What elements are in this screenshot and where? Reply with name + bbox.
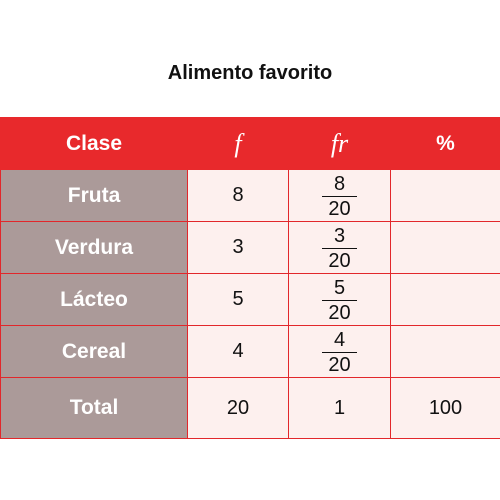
row-label: Verdura	[0, 221, 188, 274]
table-row: Cereal 4 4 20	[0, 325, 500, 378]
fraction-denominator: 20	[322, 195, 357, 219]
total-fr: 1	[288, 377, 391, 439]
header-fr: fr	[288, 117, 391, 170]
cell-f: 5	[187, 273, 289, 326]
fraction-numerator: 3	[333, 224, 346, 247]
cell-f: 8	[187, 169, 289, 222]
fraction-numerator: 8	[333, 172, 346, 195]
total-label: Total	[0, 377, 188, 439]
row-label: Lácteo	[0, 273, 188, 326]
cell-fr: 5 20	[288, 273, 391, 326]
cell-percent	[390, 273, 500, 326]
fraction-denominator: 20	[322, 351, 357, 375]
table-row: Verdura 3 3 20	[0, 221, 500, 274]
row-label: Cereal	[0, 325, 188, 378]
table-row: Fruta 8 8 20	[0, 169, 500, 222]
cell-percent	[390, 325, 500, 378]
fraction: 8 20	[322, 172, 357, 219]
header-percent: %	[390, 117, 500, 170]
fraction: 5 20	[322, 276, 357, 323]
total-row: Total 20 1 100	[0, 377, 500, 439]
total-f: 20	[187, 377, 289, 439]
total-percent: 100	[390, 377, 500, 439]
table-row: Lácteo 5 5 20	[0, 273, 500, 326]
fraction-denominator: 20	[322, 247, 357, 271]
cell-percent	[390, 169, 500, 222]
fraction-numerator: 5	[333, 276, 346, 299]
fraction-numerator: 4	[333, 328, 346, 351]
cell-percent	[390, 221, 500, 274]
header-clase: Clase	[0, 117, 188, 170]
header-f: f	[187, 117, 289, 170]
header-row: Clase f fr %	[0, 117, 500, 170]
cell-f: 3	[187, 221, 289, 274]
cell-fr: 8 20	[288, 169, 391, 222]
fraction: 4 20	[322, 328, 357, 375]
table-title: Alimento favorito	[167, 62, 333, 84]
frequency-table: Clase f fr % Fruta 8 8 20 Verdura 3 3 20…	[0, 117, 500, 439]
row-label: Fruta	[0, 169, 188, 222]
cell-fr: 4 20	[288, 325, 391, 378]
cell-fr: 3 20	[288, 221, 391, 274]
cell-f: 4	[187, 325, 289, 378]
fraction-denominator: 20	[322, 299, 357, 323]
fraction: 3 20	[322, 224, 357, 271]
